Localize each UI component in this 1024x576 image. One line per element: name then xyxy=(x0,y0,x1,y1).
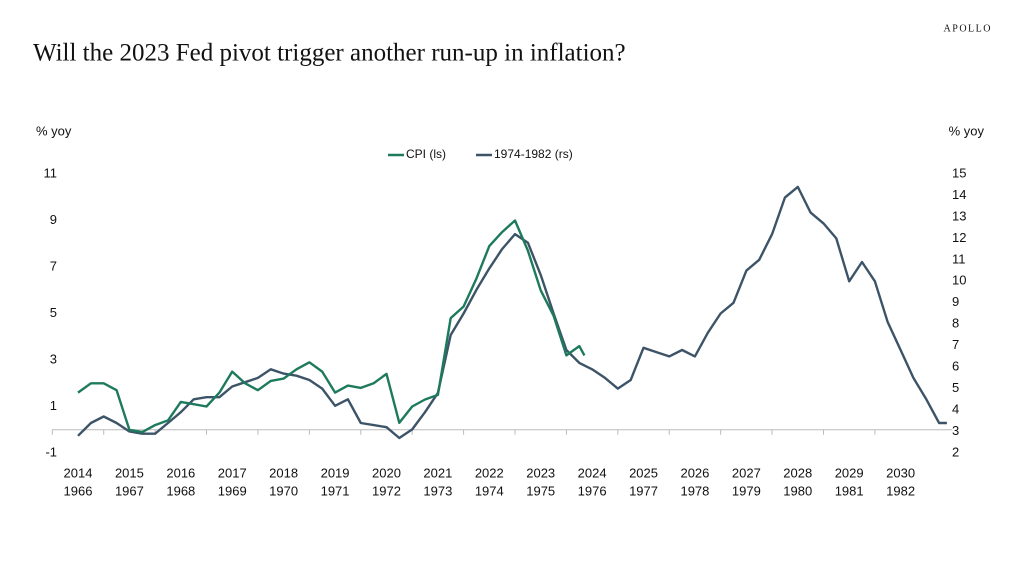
y2-tick-label: 6 xyxy=(952,359,959,374)
x-tick-label: 2020 xyxy=(372,465,401,480)
x-tick-label-secondary: 1973 xyxy=(423,483,452,498)
x-tick-label: 2022 xyxy=(475,465,504,480)
x-tick-label: 2014 xyxy=(64,465,93,480)
x-tick-label-secondary: 1977 xyxy=(629,483,658,498)
y2-tick-label: 2 xyxy=(952,444,959,459)
y2-tick-label: 11 xyxy=(952,251,966,266)
y2-tick-label: 7 xyxy=(952,337,959,352)
y2-tick-label: 5 xyxy=(952,380,959,395)
x-tick-label: 2018 xyxy=(269,465,298,480)
x-tick-label-secondary: 1972 xyxy=(372,483,401,498)
legend-label: CPI (ls) xyxy=(406,147,446,161)
y2-axis-label: % yoy xyxy=(949,123,985,138)
y2-tick-label: 10 xyxy=(952,273,966,288)
y2-tick-label: 4 xyxy=(952,402,959,417)
y-tick-label: 9 xyxy=(50,212,57,227)
x-tick-label: 2025 xyxy=(629,465,658,480)
x-tick-label: 2028 xyxy=(783,465,812,480)
brand: APOLLO xyxy=(944,23,992,34)
x-tick-label-secondary: 1970 xyxy=(269,483,298,498)
x-tick-label-secondary: 1974 xyxy=(475,483,504,498)
x-tick-label: 2017 xyxy=(218,465,247,480)
y-tick-label: 5 xyxy=(50,305,57,320)
y-tick-label: 3 xyxy=(50,351,57,366)
series-line xyxy=(77,219,586,434)
y-tick-label: 1 xyxy=(50,398,57,413)
series-line xyxy=(77,185,947,440)
y2-tick-label: 12 xyxy=(952,230,966,245)
x-tick-label: 2019 xyxy=(321,465,350,480)
y2-tick-label: 15 xyxy=(952,165,966,180)
x-tick-label: 2016 xyxy=(166,465,195,480)
x-tick-label-secondary: 1979 xyxy=(732,483,761,498)
y-axis-label: % yoy xyxy=(36,123,72,138)
y-tick-label: -1 xyxy=(45,444,57,459)
y2-tick-label: 13 xyxy=(952,208,966,223)
x-tick-label: 2027 xyxy=(732,465,761,480)
y2-tick-label: 3 xyxy=(952,423,959,438)
x-tick-label-secondary: 1976 xyxy=(578,483,607,498)
x-tick-label-secondary: 1975 xyxy=(526,483,555,498)
x-tick-label-secondary: 1966 xyxy=(64,483,93,498)
y2-tick-label: 9 xyxy=(952,294,959,309)
x-tick-label: 2015 xyxy=(115,465,144,480)
y-tick-label: 11 xyxy=(44,165,58,180)
x-tick-label-secondary: 1967 xyxy=(115,483,144,498)
x-tick-label-secondary: 1969 xyxy=(218,483,247,498)
x-tick-label: 2026 xyxy=(680,465,709,480)
x-tick-label-secondary: 1981 xyxy=(835,483,864,498)
x-tick-label: 2021 xyxy=(423,465,452,480)
y2-tick-label: 14 xyxy=(952,187,966,202)
x-tick-label-secondary: 1968 xyxy=(166,483,195,498)
y2-tick-label: 8 xyxy=(952,316,959,331)
x-tick-label-secondary: 1978 xyxy=(680,483,709,498)
x-tick-label-secondary: 1982 xyxy=(886,483,915,498)
x-tick-label: 2024 xyxy=(578,465,607,480)
y-tick-label: 7 xyxy=(50,258,57,273)
x-tick-label: 2023 xyxy=(526,465,555,480)
legend-label: 1974-1982 (rs) xyxy=(494,147,573,161)
x-tick-label-secondary: 1971 xyxy=(321,483,350,498)
chart-title: Will the 2023 Fed pivot trigger another … xyxy=(33,40,626,67)
x-tick-label: 2029 xyxy=(835,465,864,480)
x-tick-label: 2030 xyxy=(886,465,915,480)
x-tick-label-secondary: 1980 xyxy=(783,483,812,498)
